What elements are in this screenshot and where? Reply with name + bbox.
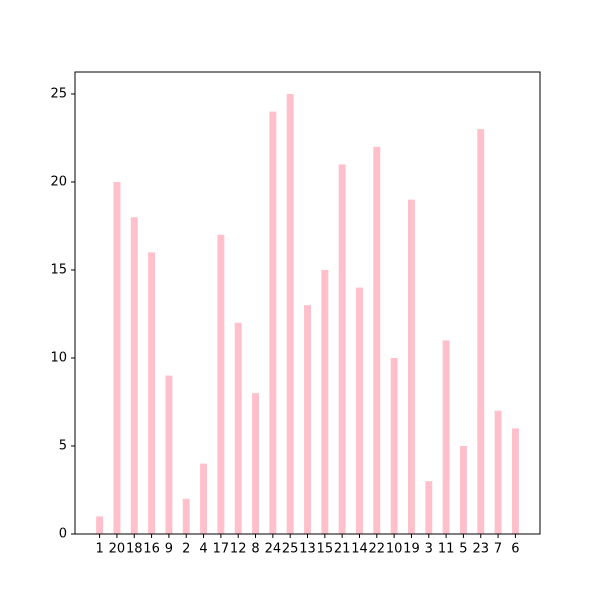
bar: [425, 481, 433, 534]
x-tick-label: 23: [472, 542, 489, 557]
x-tick-label: 24: [265, 542, 282, 557]
x-tick-label: 4: [199, 542, 207, 557]
x-tick-label: 5: [459, 542, 467, 557]
x-tick-label: 2: [182, 542, 190, 557]
x-tick-label: 7: [494, 542, 502, 557]
x-tick-label: 10: [386, 542, 403, 557]
x-tick-label: 15: [317, 542, 334, 557]
bar: [304, 305, 311, 534]
x-tick-label: 21: [334, 542, 351, 557]
bar: [321, 270, 329, 534]
bar: [459, 446, 467, 534]
bar: [477, 129, 485, 534]
bar: [269, 111, 277, 534]
bar: [373, 146, 381, 535]
bar: [407, 199, 415, 534]
bar: [511, 428, 519, 534]
bar: [113, 182, 121, 534]
bar: [200, 463, 208, 534]
y-tick-label: 10: [50, 351, 67, 366]
x-tick-label: 8: [251, 542, 259, 557]
x-tick-label: 6: [511, 542, 519, 557]
x-tick-label: 1: [95, 542, 103, 557]
x-tick-label: 20: [109, 542, 126, 557]
x-tick-label: 11: [438, 542, 455, 557]
x-tick-label: 25: [282, 542, 299, 557]
x-tick-label: 3: [425, 542, 433, 557]
y-tick-label: 25: [50, 87, 67, 102]
x-tick-label: 16: [143, 542, 160, 557]
bar: [494, 410, 502, 534]
y-tick-label: 0: [59, 527, 67, 542]
x-tick-label: 14: [351, 542, 368, 557]
x-tick-label: 18: [126, 542, 143, 557]
bar: [182, 498, 190, 534]
bar: [217, 234, 225, 535]
bar: [442, 340, 450, 534]
bar: [286, 94, 294, 534]
bar: [234, 322, 242, 534]
x-tick-label: 17: [213, 542, 230, 557]
bar: [130, 217, 138, 534]
x-tick-label: 19: [403, 542, 420, 557]
y-tick-label: 15: [50, 263, 67, 278]
x-tick-label: 22: [369, 542, 386, 557]
y-tick-label: 20: [50, 175, 67, 190]
bar: [165, 375, 173, 534]
x-tick-label: 13: [299, 542, 316, 557]
bar: [338, 164, 346, 534]
y-tick-label: 5: [59, 439, 67, 454]
x-tick-label: 12: [230, 542, 247, 557]
plot-frame: [74, 71, 541, 535]
bar: [96, 516, 104, 534]
bar: [252, 393, 259, 534]
x-tick-label: 9: [165, 542, 173, 557]
bar: [390, 358, 398, 534]
bar: [356, 287, 363, 534]
bar: [148, 252, 156, 534]
